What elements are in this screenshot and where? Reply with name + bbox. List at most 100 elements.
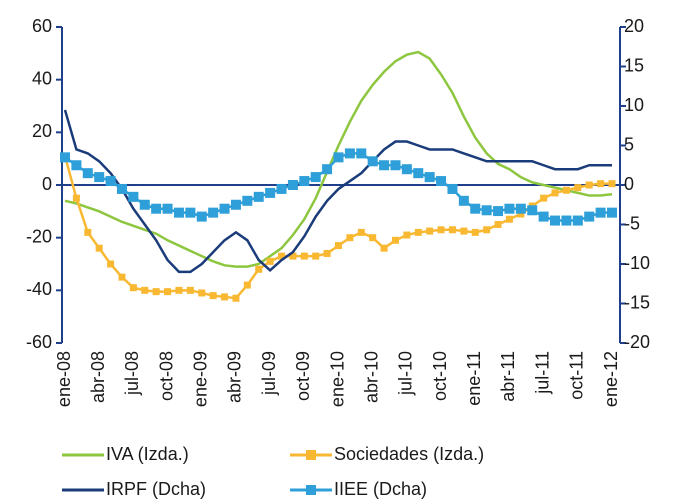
x-tick-label: oct-09 — [293, 351, 313, 401]
series-marker — [369, 234, 377, 242]
series-marker — [255, 265, 263, 273]
series-marker — [299, 176, 310, 187]
series-marker — [470, 203, 481, 214]
series-marker — [116, 183, 127, 194]
series-marker — [310, 172, 321, 183]
series-marker — [322, 164, 333, 175]
series-marker — [390, 160, 401, 171]
series-marker — [356, 148, 367, 159]
series-line — [63, 109, 612, 274]
y2-tick-label: 10 — [624, 95, 644, 115]
series-marker — [333, 152, 344, 163]
y2-tick-label: 20 — [624, 16, 644, 36]
series-marker — [173, 207, 184, 218]
x-tick-label: ene-12 — [601, 351, 621, 407]
series-marker — [483, 226, 491, 234]
series-marker — [196, 211, 207, 222]
series-marker — [287, 180, 298, 190]
series-marker — [607, 207, 617, 218]
series-marker — [595, 207, 606, 218]
series-marker — [198, 289, 206, 297]
legend-marker — [306, 450, 316, 460]
series-marker — [426, 227, 434, 235]
series-marker — [289, 252, 297, 260]
series-marker — [152, 288, 160, 296]
series-marker — [380, 244, 388, 252]
x-tick-label: jul-08 — [122, 351, 142, 396]
series-marker — [323, 249, 331, 257]
series-marker — [232, 294, 240, 302]
y-tick-label: 20 — [32, 121, 52, 141]
y2-tick-label: -10 — [624, 253, 650, 273]
series-marker — [312, 252, 320, 260]
series-marker — [94, 172, 105, 183]
series-marker — [481, 205, 492, 216]
series-marker — [219, 203, 230, 214]
series-marker — [414, 228, 422, 236]
series-marker — [128, 191, 139, 202]
series-marker — [447, 183, 458, 194]
series-marker — [72, 194, 80, 202]
legend-label: IVA (Izda.) — [106, 444, 189, 464]
series-marker — [230, 199, 241, 210]
series-marker — [139, 199, 150, 210]
series-marker — [448, 226, 456, 234]
series-marker — [379, 160, 390, 171]
series-marker — [208, 207, 219, 218]
series-marker — [413, 168, 424, 179]
series-marker — [517, 210, 525, 218]
series-marker — [585, 181, 593, 189]
y2-tick-label: -20 — [624, 332, 650, 352]
x-tick-label: abr-10 — [361, 351, 381, 403]
series-marker — [151, 203, 162, 214]
series-marker — [185, 207, 196, 218]
series-marker — [209, 292, 217, 300]
x-tick-label: abr-09 — [225, 351, 245, 403]
y2-tick-label: 0 — [624, 174, 634, 194]
series-marker — [335, 242, 342, 250]
x-tick-label: abr-11 — [498, 351, 518, 402]
series-marker — [437, 226, 445, 234]
series-marker — [515, 203, 526, 214]
series-marker — [493, 206, 504, 217]
y2-tick-label: 5 — [624, 134, 634, 154]
x-tick-label: jul-09 — [259, 351, 279, 396]
series-marker — [105, 176, 116, 187]
series-marker — [584, 211, 595, 222]
series-marker — [344, 148, 355, 159]
series-marker — [186, 286, 194, 294]
series-marker — [403, 231, 411, 239]
series-marker — [107, 260, 115, 268]
series-marker — [494, 221, 502, 228]
legend-label: IIEE (Dcha) — [334, 479, 427, 499]
series-marker — [95, 244, 103, 252]
x-tick-label: ene-08 — [54, 351, 74, 407]
series-marker — [265, 187, 276, 198]
series-marker — [84, 228, 92, 236]
series-marker — [162, 203, 173, 214]
y-tick-label: -60 — [26, 332, 52, 352]
series-marker — [561, 215, 572, 226]
x-tick-label: ene-09 — [191, 351, 211, 407]
series-marker — [562, 186, 570, 194]
series-marker — [391, 236, 399, 244]
series-marker — [242, 195, 253, 206]
series-marker — [550, 215, 561, 226]
y2-tick-label: -5 — [624, 213, 640, 233]
y-tick-label: 0 — [42, 174, 52, 194]
series-marker — [346, 234, 354, 242]
series-marker — [60, 152, 70, 163]
series-marker — [129, 284, 137, 292]
series-marker — [608, 180, 616, 188]
x-tick-label: ene-10 — [327, 351, 347, 407]
series-marker — [300, 252, 308, 260]
series-marker — [597, 180, 605, 188]
series-marker — [574, 184, 582, 192]
y2-tick-label: -15 — [624, 292, 650, 312]
legend-label: Sociedades (Izda.) — [334, 444, 484, 464]
series-marker — [253, 191, 264, 202]
series-marker — [401, 164, 412, 175]
series-marker — [538, 211, 549, 222]
series-marker — [471, 228, 479, 236]
